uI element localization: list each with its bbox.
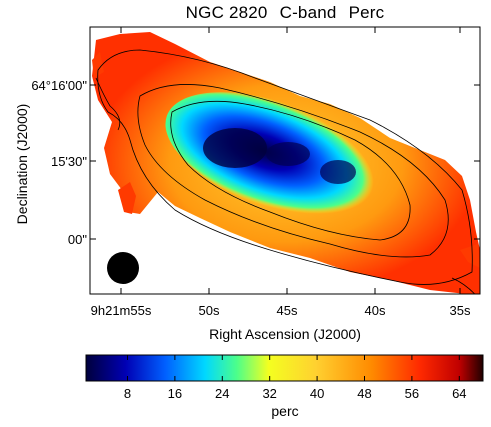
contour-set: [97, 49, 473, 285]
contour-outer: [97, 49, 473, 285]
y-tick-labels: 64°16'00" 15'30" 00": [31, 78, 87, 247]
y-tick-label: 64°16'00": [31, 78, 87, 93]
contour-middle: [137, 84, 449, 258]
x-tick-label: 45s: [277, 303, 298, 318]
colorbar-tick-label: 32: [262, 386, 276, 401]
beam-ellipse: [107, 252, 139, 284]
x-tick-label: 40s: [365, 303, 386, 318]
colorbar-tick-label: 48: [357, 386, 371, 401]
x-tick-label: 9h21m55s: [91, 303, 152, 318]
emission-map: [92, 32, 480, 294]
colorbar: [85, 354, 484, 382]
image-title: NGC 2820 C-band Perc: [90, 3, 480, 23]
title-band: C-band: [279, 3, 337, 22]
y-tick-label: 00": [68, 232, 87, 247]
axis-ticks: [90, 27, 480, 294]
colorbar-ticks: [126, 355, 460, 381]
colorbar-tick-label: 16: [168, 386, 182, 401]
colorbar-tick-label: 24: [215, 386, 229, 401]
x-tick-labels: 9h21m55s 50s 45s 40s 35s: [91, 303, 471, 318]
colorbar-tick-label: 8: [124, 386, 131, 401]
colorbar-label: perc: [271, 403, 299, 419]
y-axis-label: Declination (J2000): [14, 103, 30, 225]
core-minimum-3: [320, 160, 356, 184]
x-tick-label: 50s: [199, 303, 220, 318]
colorbar-tick-label: 56: [405, 386, 419, 401]
contour-inner: [170, 100, 411, 241]
title-quantity: Perc: [348, 3, 385, 22]
y-tick-label: 15'30": [51, 154, 87, 169]
core-minimum-2: [266, 142, 310, 166]
colorbar-tick-label: 64: [452, 386, 466, 401]
title-object: NGC 2820: [185, 3, 268, 22]
core-minimum-1: [203, 128, 267, 168]
colorbar-tick-labels: 8 16 24 32 40 48 56 64: [124, 386, 467, 401]
colorbar-tick-label: 40: [310, 386, 324, 401]
x-tick-label: 35s: [450, 303, 471, 318]
x-axis-label: Right Ascension (J2000): [209, 326, 361, 342]
